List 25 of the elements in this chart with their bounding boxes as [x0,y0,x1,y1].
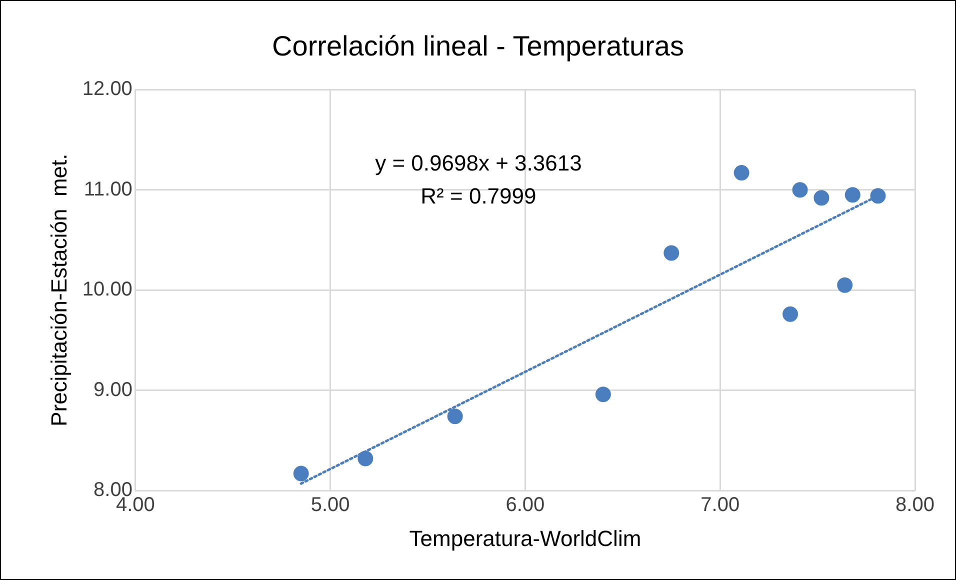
y-tick-label: 12.00 [82,78,132,100]
annotation: y = 0.9698x + 3.3613 [375,150,582,176]
point [814,190,830,206]
point [837,277,853,293]
annotation: R² = 0.7999 [420,184,536,209]
point [664,245,680,261]
x-tick-label: 5.00 [310,494,350,516]
point [782,306,798,322]
point [792,182,808,198]
point [358,450,374,466]
y-tick-label: 11.00 [84,178,132,200]
point [595,386,611,402]
x-tick-label: 6.00 [506,494,545,516]
point [870,188,886,204]
y-tick-label: 9.00 [94,378,132,401]
x-tick-label: 7.00 [700,494,740,516]
x-tick-label: 8.00 [896,494,934,516]
y-axis-title: Precipitación-Estación met. [46,154,72,426]
point [734,165,750,181]
point [844,187,860,203]
chart-title: Correlación lineal - Temperaturas [272,30,684,62]
x-axis-title: Temperatura-WorldClim [409,526,642,551]
point [447,408,463,424]
point [293,466,309,482]
y-tick-label: 10.00 [82,278,132,301]
